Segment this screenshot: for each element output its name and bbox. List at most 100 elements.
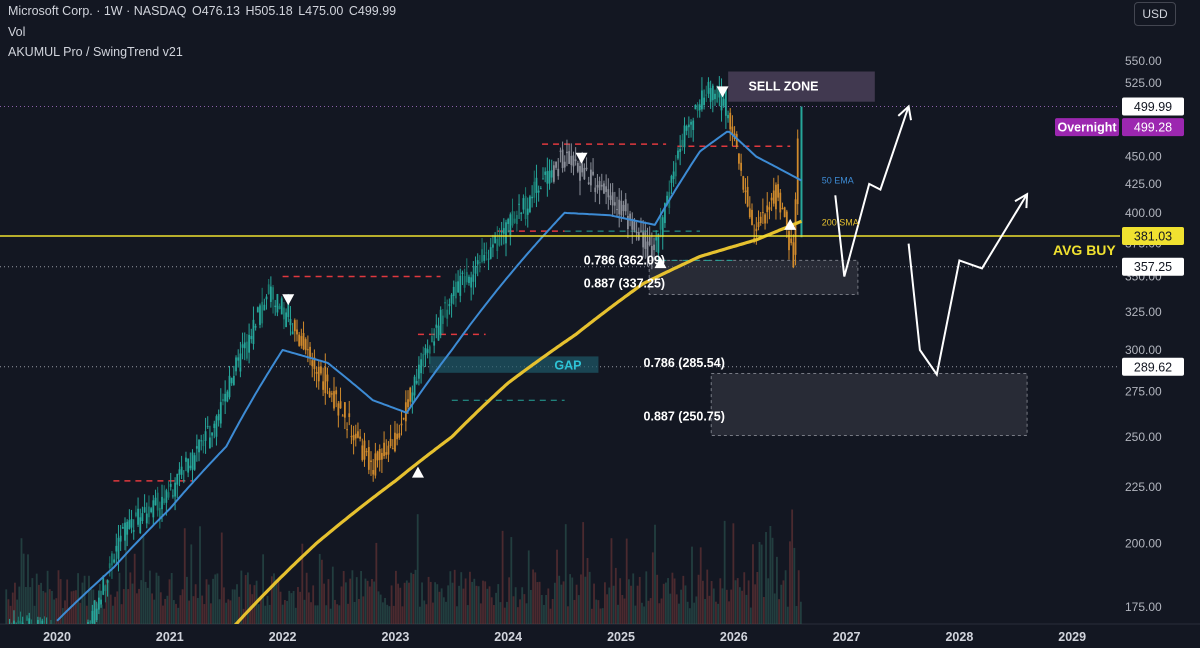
candle-body <box>724 90 727 116</box>
volume-bar <box>643 606 646 624</box>
x-tick-label: 2029 <box>1058 630 1086 644</box>
candle-body <box>781 208 784 210</box>
axis-price-label-bg <box>1122 227 1184 246</box>
volume-bar <box>294 607 297 624</box>
volume-bar <box>421 582 423 624</box>
low-value: L475.00 <box>298 4 344 18</box>
volume-bar <box>743 572 746 624</box>
candle-body <box>613 202 616 206</box>
candle-body <box>115 545 118 552</box>
candle-body <box>568 151 571 164</box>
volume-bar <box>179 595 182 624</box>
volume-bar <box>442 597 445 624</box>
x-tick-label: 2023 <box>381 630 409 644</box>
volume-bar <box>236 584 238 624</box>
candle-body <box>383 442 385 457</box>
volume-bar <box>471 581 474 624</box>
x-tick-label: 2024 <box>494 630 522 644</box>
volume-bar <box>190 544 193 624</box>
candle-body <box>198 439 200 453</box>
candle-body <box>433 341 436 346</box>
candle-body <box>463 276 466 288</box>
candle-body <box>441 315 444 324</box>
candle-body <box>215 416 218 437</box>
indicator-vol[interactable]: Vol <box>8 25 26 39</box>
volume-bar <box>780 584 783 624</box>
volume-bar <box>758 541 761 624</box>
volume-bar <box>649 598 652 624</box>
volume-bar <box>582 522 585 624</box>
candle-body <box>735 134 738 147</box>
x-tick-label: 2022 <box>269 630 297 644</box>
volume-bar <box>246 572 249 624</box>
candle-body <box>235 357 237 372</box>
volume-bar <box>20 538 23 624</box>
candle-body <box>211 432 213 436</box>
candle-body <box>755 228 758 232</box>
volume-bar <box>793 547 796 624</box>
candle-body <box>594 187 597 193</box>
volume-bar <box>691 546 693 624</box>
candle-body <box>640 230 642 232</box>
volume-bar <box>131 583 134 624</box>
volume-bar <box>264 605 267 624</box>
volume-bar <box>11 592 14 624</box>
volume-bar <box>371 578 373 624</box>
projection-arrow-head <box>1014 192 1029 209</box>
candle-body <box>243 342 246 349</box>
volume-bar <box>686 601 689 624</box>
candle-body <box>618 199 621 215</box>
volume-bar <box>277 577 280 624</box>
candle-body <box>731 126 734 135</box>
volume-bar <box>347 603 349 624</box>
candle-body <box>435 324 438 328</box>
axis-price-label-bg <box>1122 257 1184 276</box>
candle-body <box>26 616 28 621</box>
volume-bar <box>530 589 532 624</box>
candle-body <box>692 120 695 130</box>
volume-bar <box>414 569 417 624</box>
volume-bar <box>540 595 543 624</box>
candle-body <box>459 275 462 296</box>
candle-body <box>402 418 405 420</box>
candle-body <box>770 197 773 201</box>
candle-body <box>698 104 701 111</box>
candle-body <box>128 520 131 530</box>
candle-body <box>363 440 366 460</box>
indicator-swingtrend[interactable]: AKUMUL Pro / SwingTrend v21 <box>8 45 183 59</box>
volume-bar <box>749 607 752 624</box>
volume-bar <box>318 553 321 624</box>
candle-body <box>505 222 507 244</box>
volume-bar <box>610 538 613 624</box>
volume-bar <box>186 576 188 624</box>
volume-bar <box>460 572 463 624</box>
open-value: O476.13 <box>191 4 240 18</box>
y-tick-label: 275.00 <box>1125 384 1162 398</box>
volume-bar <box>83 575 86 624</box>
volume-bar <box>701 580 704 624</box>
volume-bar <box>92 589 95 624</box>
volume-bar <box>503 607 506 624</box>
candle-body <box>729 112 732 130</box>
volume-bar <box>734 580 737 624</box>
volume-bar <box>723 520 726 624</box>
candle-body <box>581 163 584 173</box>
candle-body <box>391 448 394 450</box>
candle-body <box>230 377 233 384</box>
volume-bar <box>490 597 493 624</box>
volume-bar <box>712 588 715 624</box>
volume-bar <box>107 580 110 624</box>
volume-bar <box>220 532 223 624</box>
candle-body <box>320 366 322 374</box>
volume-bar <box>736 578 739 624</box>
volume-bar <box>175 603 177 624</box>
volume-bar <box>44 592 47 624</box>
candle-body <box>195 446 198 449</box>
volume-bar <box>632 573 635 624</box>
volume-bar <box>297 587 299 624</box>
currency-button[interactable]: USD <box>1134 2 1176 26</box>
candle-body <box>370 460 372 463</box>
candle-body <box>352 435 355 441</box>
candle-body <box>779 192 782 213</box>
